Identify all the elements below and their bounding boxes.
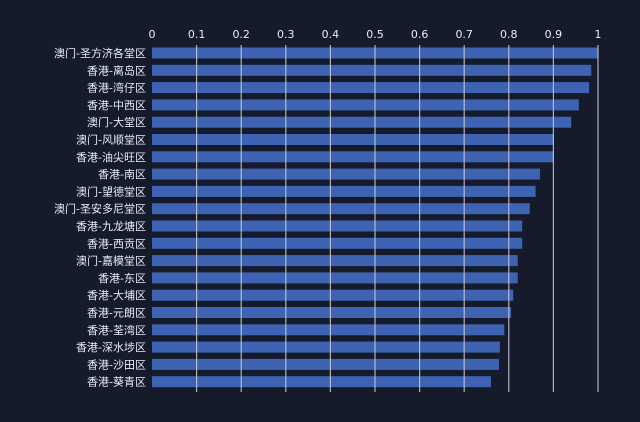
bar [152,324,505,336]
bar [152,82,590,94]
x-tick-label: 0.6 [411,28,429,41]
x-tick-label: 0.2 [232,28,250,41]
x-tick-label: 0.4 [322,28,340,41]
bar [152,376,491,388]
x-tick-label: 0.3 [277,28,295,41]
category-label: 澳门-大堂区 [87,115,146,129]
category-label: 香港-油尖旺区 [76,150,146,164]
bar [152,220,523,232]
x-tick-label: 0.7 [455,28,473,41]
x-tick-label: 0.1 [188,28,206,41]
bar [152,168,541,180]
bar [152,289,514,301]
bar [152,185,536,197]
bar [152,237,523,249]
x-tick-label: 0.9 [545,28,563,41]
bar [152,203,530,215]
category-label: 香港-东区 [98,272,146,285]
bar [152,64,592,76]
x-tick-label: 0.8 [500,28,518,41]
category-label: 香港-元朗区 [87,307,146,320]
bar [152,255,518,267]
bar [152,99,579,111]
category-label: 香港-大埔区 [87,288,146,302]
category-label: 澳门-望德堂区 [76,184,146,198]
category-label: 澳门-嘉模堂区 [76,254,146,268]
category-label: 香港-湾仔区 [87,81,146,95]
bar [152,307,512,318]
x-tick-label: 0.5 [366,28,384,41]
x-tick-label: 1 [595,28,602,41]
category-label: 澳门-圣方济各堂区 [54,46,146,60]
category-label: 澳门-圣安多尼堂区 [54,202,146,216]
bar [152,134,554,145]
category-label: 香港-深水埗区 [76,340,146,354]
bar [152,151,554,163]
category-label: 香港-沙田区 [87,358,146,371]
bar [152,341,500,353]
category-label: 香港-西贡区 [87,237,146,250]
category-label: 香港-九龙塘区 [76,219,146,233]
x-tick-label: 0 [149,28,156,41]
category-label: 香港-中西区 [87,99,146,112]
category-label: 香港-荃湾区 [87,323,146,337]
bar [152,358,499,370]
category-label: 香港-离岛区 [87,63,146,77]
bar [152,116,572,128]
category-label: 澳门-风顺堂区 [76,133,146,147]
category-label: 香港-南区 [98,168,146,181]
bar [152,272,518,284]
category-label: 香港-葵青区 [87,376,146,389]
